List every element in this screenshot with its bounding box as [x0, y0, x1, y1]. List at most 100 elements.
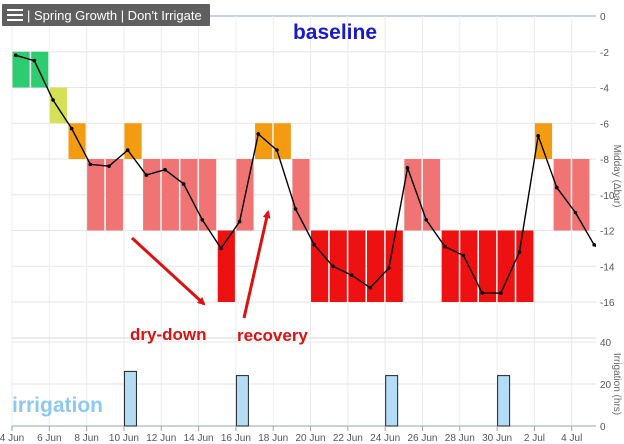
- data-point: [499, 291, 503, 295]
- x-tick-label: 24 Jun: [370, 433, 400, 444]
- data-point: [163, 167, 167, 172]
- hamburger-menu-icon[interactable]: [7, 9, 23, 21]
- irrigation-bar: [235, 375, 249, 427]
- data-point: [424, 217, 429, 222]
- stress-block: [348, 230, 366, 302]
- annotation-baseline: baseline: [293, 21, 377, 44]
- stress-block: [478, 230, 497, 302]
- menu-bar[interactable]: | Spring Growth | Don't Irrigate: [2, 4, 210, 26]
- x-tick-label: 4 Jun: [0, 433, 24, 444]
- stress-block: [199, 159, 217, 231]
- y-tick-label-bottom: 20: [600, 380, 612, 391]
- data-point: [312, 243, 317, 247]
- data-point: [349, 273, 354, 277]
- y-tick-label-top: -4: [600, 84, 609, 95]
- x-tick-label: 4 Jul: [561, 433, 582, 444]
- stress-block: [497, 230, 515, 302]
- data-point: [13, 53, 18, 58]
- stress-block: [143, 159, 161, 231]
- data-point: [69, 126, 74, 131]
- stress-block: [87, 159, 105, 231]
- data-point: [107, 164, 111, 168]
- stress-block: [273, 123, 291, 159]
- stress-block: [367, 230, 385, 302]
- data-point: [88, 162, 93, 167]
- y-tick-label-top: -12: [600, 227, 615, 238]
- recovery-arrow: [242, 210, 271, 319]
- data-point: [32, 58, 37, 63]
- data-point: [461, 253, 466, 258]
- data-point: [368, 285, 373, 290]
- y-axis-label-top: Midday (Δbar): [611, 145, 622, 208]
- annotation-irrigation: irrigation: [12, 394, 103, 417]
- data-point: [387, 266, 391, 270]
- stress-block: [311, 230, 329, 302]
- data-point: [237, 219, 242, 224]
- x-tick-label: 16 Jun: [221, 433, 251, 444]
- data-point: [181, 182, 186, 186]
- x-tick-label: 20 Jun: [296, 433, 326, 444]
- y-tick-label-top: -14: [600, 262, 615, 273]
- stress-block: [422, 159, 441, 231]
- y-tick-label-top: -2: [600, 48, 609, 59]
- annotation-recovery: recovery: [237, 326, 308, 345]
- y-axis-label-bottom: Irrigation (hrs): [611, 353, 622, 415]
- stress-block: [68, 123, 86, 159]
- stress-blocks: [12, 51, 590, 302]
- stress-block: [255, 123, 273, 159]
- y-tick-label-top: -10: [600, 191, 615, 202]
- data-point: [555, 185, 559, 190]
- data-point: [219, 246, 223, 251]
- x-tick-label: 14 Jun: [184, 433, 214, 444]
- data-point: [592, 243, 596, 247]
- stress-block: [105, 159, 123, 231]
- data-point: [275, 148, 279, 152]
- data-point: [293, 207, 298, 211]
- x-tick-label: 22 Jun: [333, 433, 363, 444]
- stress-block: [12, 51, 30, 88]
- irrigation-bar: [385, 375, 399, 427]
- stress-block: [534, 123, 553, 159]
- y-tick-label-top: -16: [600, 298, 615, 309]
- data-point: [405, 166, 410, 170]
- stress-block: [404, 159, 422, 231]
- y-tick-label-bottom: 0: [600, 422, 606, 433]
- irrigation-bar: [497, 375, 511, 427]
- y-tick-label-top: -8: [600, 155, 609, 166]
- y-tick-label-top: -6: [600, 119, 609, 130]
- y-tick-label-top: 0: [600, 12, 606, 23]
- data-point: [443, 244, 447, 249]
- irrigation-bar: [123, 370, 137, 427]
- x-tick-label: 12 Jun: [146, 433, 176, 444]
- menu-title: | Spring Growth | Don't Irrigate: [27, 7, 202, 23]
- data-point: [256, 132, 261, 136]
- data-point: [536, 133, 540, 138]
- x-tick-label: 2 Jul: [524, 433, 545, 444]
- stress-block: [385, 230, 403, 302]
- stress-block: [516, 230, 534, 302]
- x-tick-label: 30 Jun: [482, 433, 512, 444]
- x-tick-label: 6 Jun: [37, 433, 61, 444]
- data-point: [200, 217, 205, 222]
- x-tick-label: 8 Jun: [74, 433, 98, 444]
- stress-block: [31, 51, 49, 88]
- x-tick-label: 26 Jun: [407, 433, 437, 444]
- stress-block: [441, 230, 459, 302]
- x-tick-label: 10 Jun: [109, 433, 139, 444]
- data-point: [144, 173, 149, 177]
- annotation-dry-down: dry-down: [130, 325, 207, 344]
- y-tick-label-bottom: 40: [600, 338, 612, 349]
- data-point: [517, 250, 522, 254]
- x-tick-label: 18 Jun: [258, 433, 288, 444]
- data-point: [125, 148, 130, 152]
- data-point: [480, 291, 484, 295]
- stress-block: [329, 230, 347, 302]
- stress-block: [572, 159, 590, 231]
- data-point: [51, 98, 55, 102]
- data-point: [331, 264, 335, 269]
- stress-block: [124, 123, 142, 159]
- bottom-panel: [12, 337, 596, 427]
- dry-down-arrow: [130, 236, 206, 306]
